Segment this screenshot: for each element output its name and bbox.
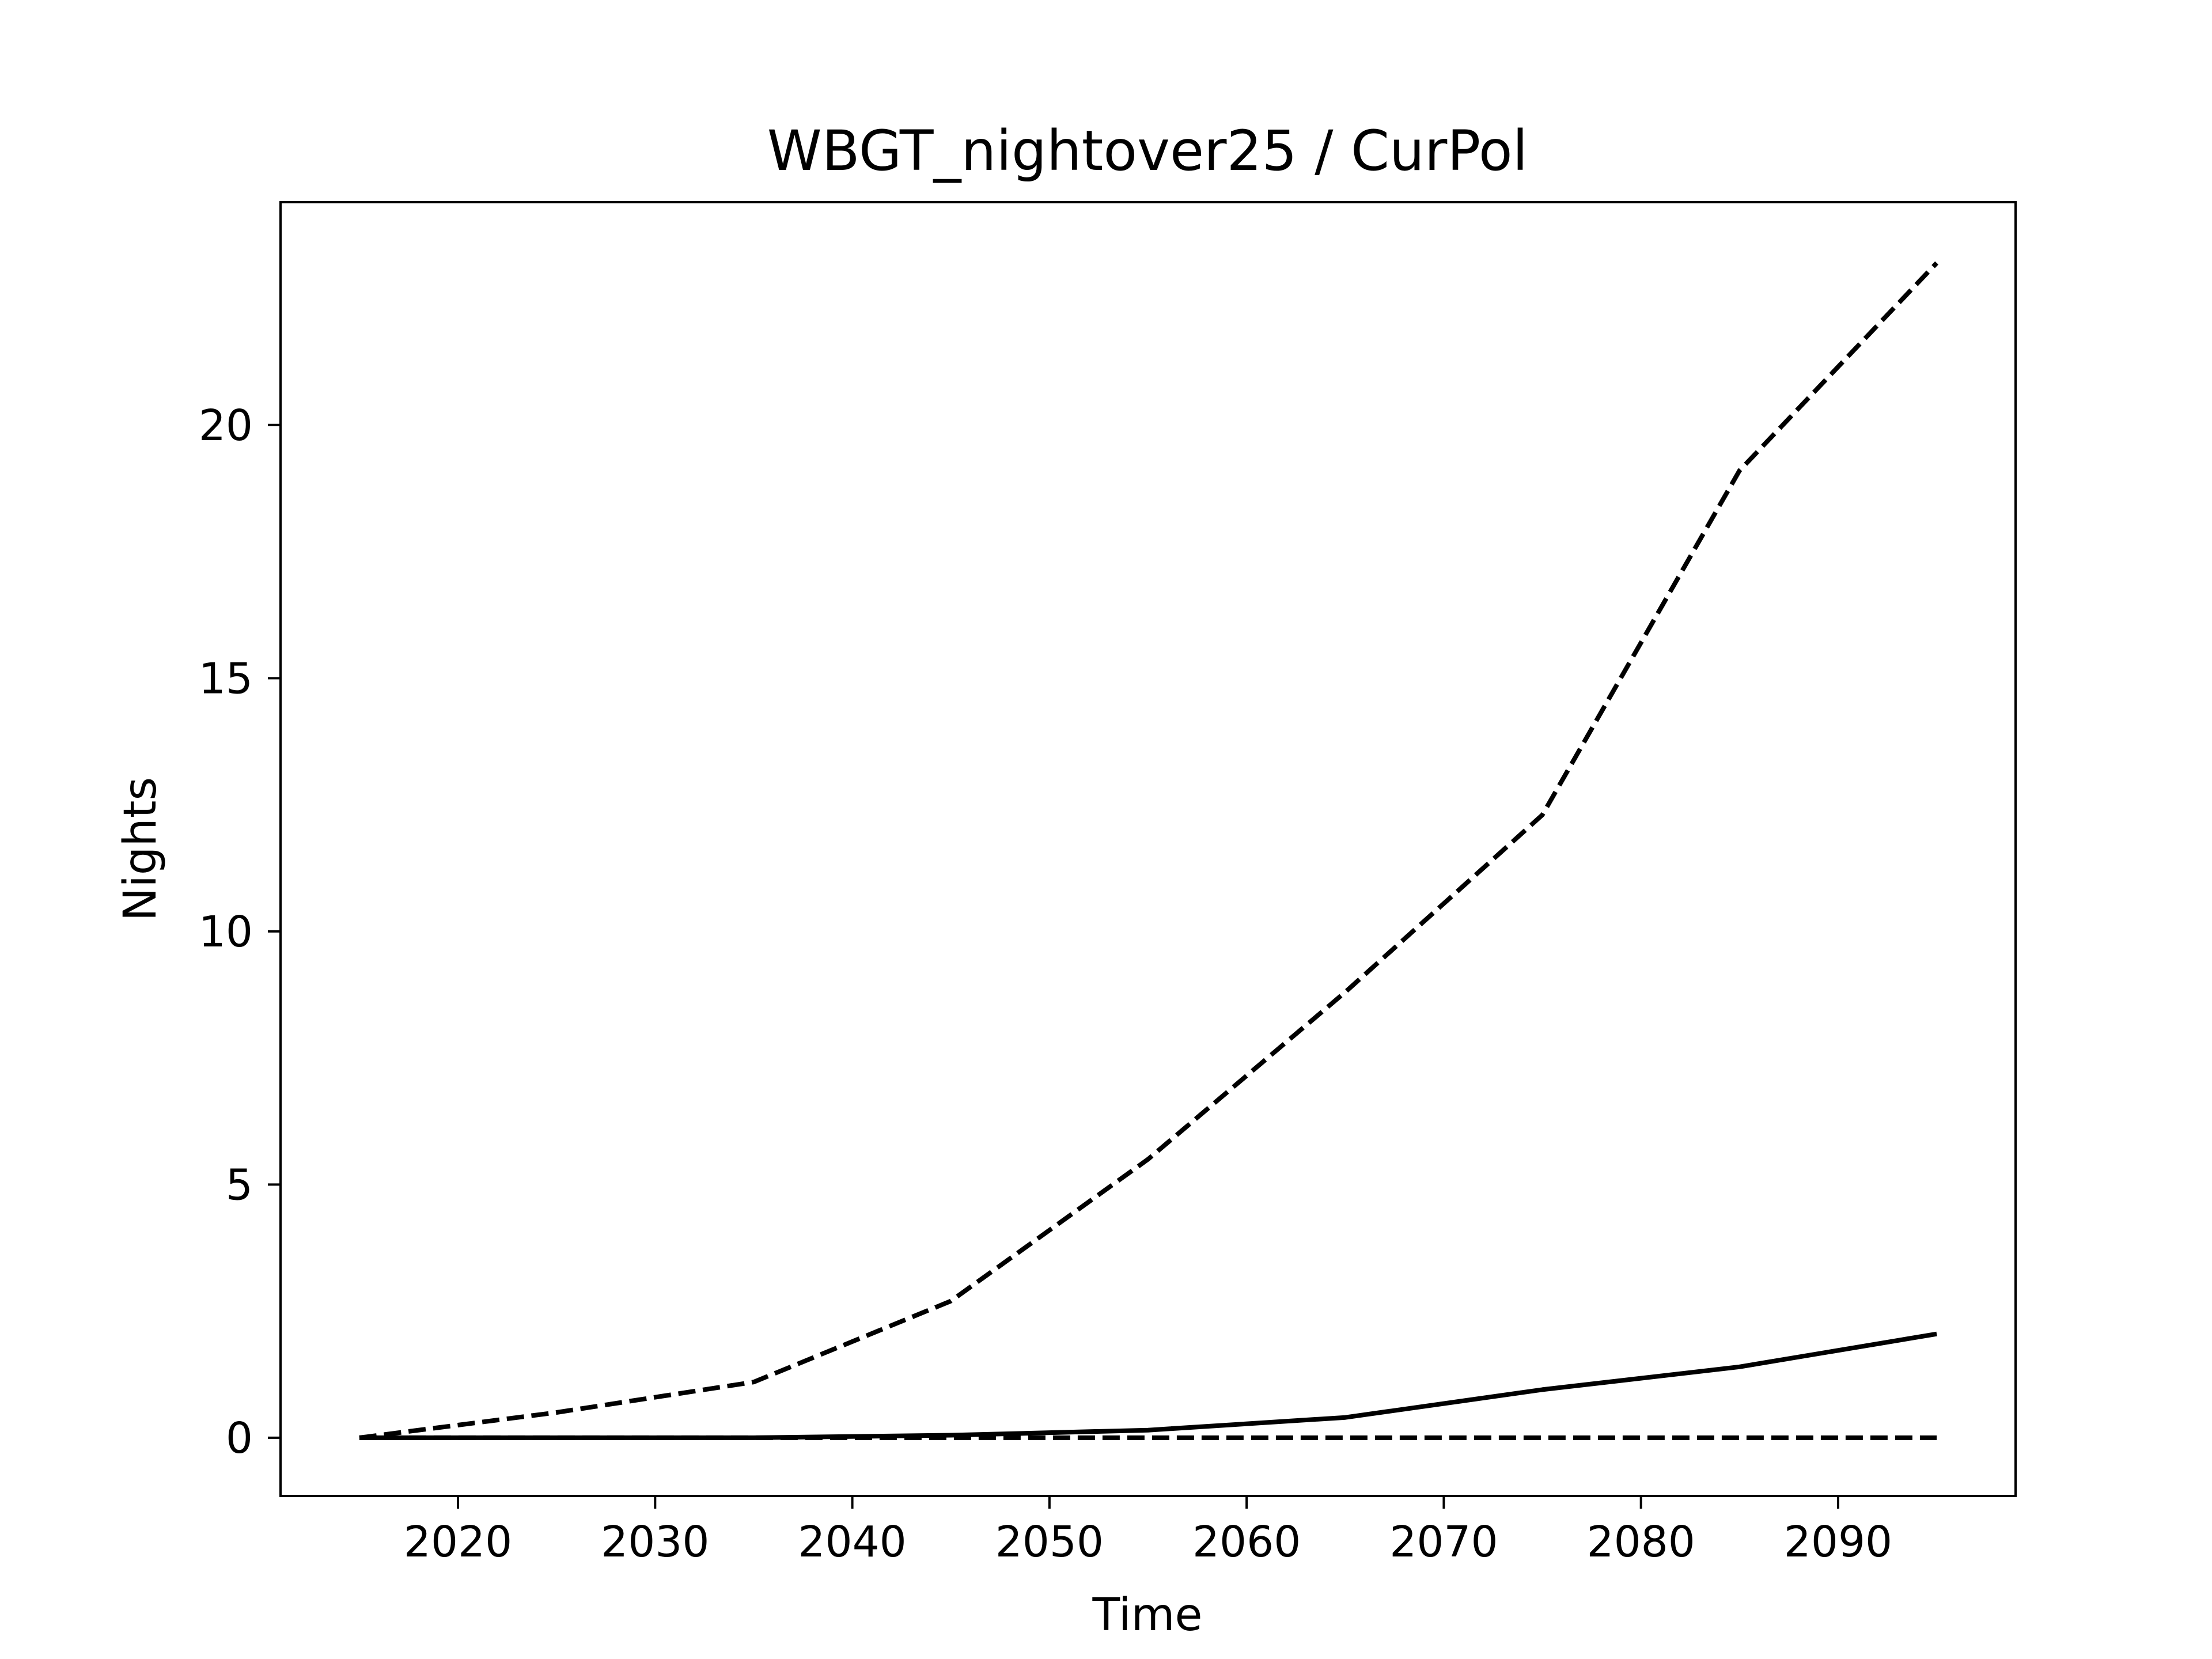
x-tick-label: 2060 — [1192, 1517, 1301, 1567]
y-tick-label: 20 — [199, 401, 253, 450]
x-tick-label: 2080 — [1587, 1517, 1695, 1567]
series-line-1 — [359, 261, 1939, 1440]
x-tick-label: 2020 — [404, 1517, 512, 1567]
y-tick-label: 15 — [199, 654, 253, 703]
plot-frame — [279, 201, 2017, 1497]
y-tick-label: 10 — [199, 907, 253, 957]
y-axis-label: Nights — [115, 777, 166, 921]
y-tick-label: 0 — [226, 1414, 253, 1463]
y-axis-ticks: 0 5 10 15 20 — [199, 401, 281, 1463]
x-tick-label: 2030 — [601, 1517, 709, 1567]
x-tick-label: 2040 — [798, 1517, 906, 1567]
y-tick-label: 5 — [226, 1160, 253, 1210]
chart-title: WBGT_nightover25 / CurPol — [767, 119, 1528, 183]
x-tick-label: 2090 — [1784, 1517, 1892, 1567]
x-axis-ticks: 2020 2030 2040 2050 2060 2070 2080 2090 — [404, 1496, 1892, 1567]
x-axis-label: Time — [1092, 1589, 1203, 1641]
x-tick-label: 2050 — [995, 1517, 1104, 1567]
x-tick-label: 2070 — [1389, 1517, 1498, 1567]
series-layer — [359, 261, 1939, 1440]
